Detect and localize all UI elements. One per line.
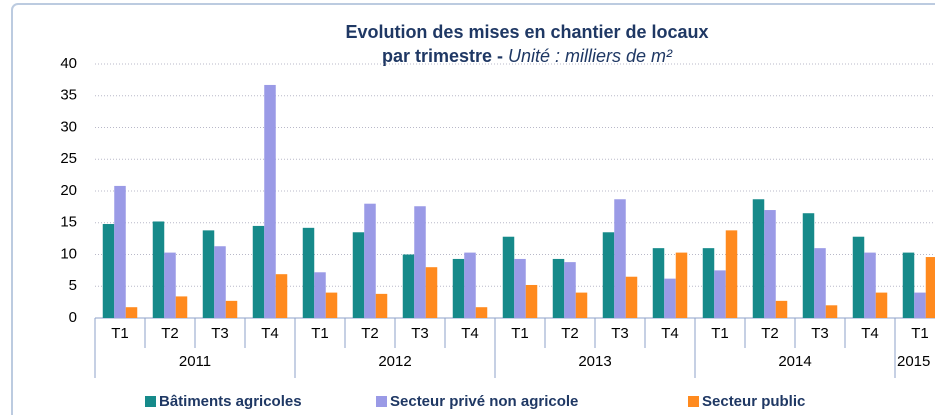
x-tick-label: T1 (311, 325, 329, 342)
x-tick-label: T3 (411, 325, 429, 342)
x-tick-label: T3 (211, 325, 229, 342)
bar (152, 221, 165, 318)
bar (514, 258, 526, 318)
bar (464, 252, 476, 318)
bar (375, 293, 388, 318)
bar (702, 248, 715, 318)
subtitle-text: par trimestre - (382, 46, 508, 66)
bar (264, 84, 276, 318)
bar (452, 258, 465, 318)
bar (614, 199, 626, 318)
legend-label: Secteur public (702, 393, 805, 410)
legend-label: Secteur privé non agricole (390, 393, 578, 410)
bar (175, 296, 188, 318)
year-label: 2015 (897, 353, 930, 370)
x-tick-label: T2 (361, 325, 379, 342)
bar (752, 199, 765, 318)
chart-subtitle: par trimestre - Unité : milliers de m² (382, 46, 673, 66)
legend-label: Bâtiments agricoles (159, 393, 302, 410)
bar (475, 307, 488, 318)
x-tick-label: T3 (611, 325, 629, 342)
x-tick-label: T2 (561, 325, 579, 342)
bar (164, 252, 176, 318)
y-tick-label: 0 (69, 309, 77, 326)
y-tick-label: 15 (60, 214, 77, 231)
bar (725, 230, 738, 318)
bar (114, 185, 126, 318)
bar (914, 292, 926, 318)
bar (675, 252, 688, 318)
bar (214, 246, 226, 318)
bar (775, 300, 788, 318)
bar (325, 292, 338, 318)
chart-title: Evolution des mises en chantier de locau… (345, 22, 708, 42)
x-tick-label: T1 (711, 325, 729, 342)
subtitle-unit: Unité : milliers de m² (508, 46, 673, 66)
x-tick-label: T4 (261, 325, 279, 342)
bar (364, 203, 376, 318)
bar (864, 252, 876, 318)
y-tick-label: 30 (60, 118, 77, 135)
bar (552, 258, 565, 318)
bar (352, 232, 365, 318)
bar (825, 305, 838, 318)
y-tick-label: 40 (60, 55, 77, 72)
bar (525, 284, 538, 318)
bar (414, 206, 426, 318)
bar (602, 232, 615, 318)
bar (714, 270, 726, 318)
y-tick-label: 35 (60, 87, 77, 104)
bar (125, 307, 138, 318)
bar (575, 292, 588, 318)
x-tick-label: T1 (911, 325, 929, 342)
bar (902, 252, 915, 318)
bar (402, 254, 415, 318)
bar (764, 210, 776, 318)
y-tick-label: 5 (69, 277, 77, 294)
bar (275, 274, 288, 318)
y-tick-label: 10 (60, 245, 77, 262)
year-label: 2014 (778, 353, 811, 370)
y-tick-label: 20 (60, 182, 77, 199)
x-tick-label: T1 (111, 325, 129, 342)
year-label: 2012 (378, 353, 411, 370)
bar (925, 257, 935, 318)
year-label: 2011 (179, 353, 211, 370)
bar (314, 272, 326, 318)
bar (225, 300, 238, 318)
x-tick-label: T4 (861, 325, 879, 342)
bar (302, 227, 315, 318)
legend-swatch (145, 396, 156, 407)
x-tick-label: T4 (661, 325, 679, 342)
x-tick-label: T2 (761, 325, 779, 342)
x-tick-label: T1 (511, 325, 529, 342)
bar (625, 276, 638, 318)
bar (875, 292, 888, 318)
bar (802, 213, 815, 318)
x-tick-label: T2 (161, 325, 179, 342)
x-tick-label: T4 (461, 325, 479, 342)
bar (252, 225, 265, 318)
bar (652, 248, 665, 318)
bar (502, 236, 515, 318)
bar (852, 236, 865, 318)
legend-swatch (376, 396, 387, 407)
bar (202, 230, 215, 318)
bar (564, 262, 576, 318)
x-tick-label: T3 (811, 325, 829, 342)
bar (425, 267, 438, 318)
legend-swatch (688, 396, 699, 407)
year-label: 2013 (578, 353, 611, 370)
bar (102, 224, 115, 318)
bar (664, 278, 676, 318)
y-tick-label: 25 (60, 150, 77, 167)
bar (814, 248, 826, 318)
